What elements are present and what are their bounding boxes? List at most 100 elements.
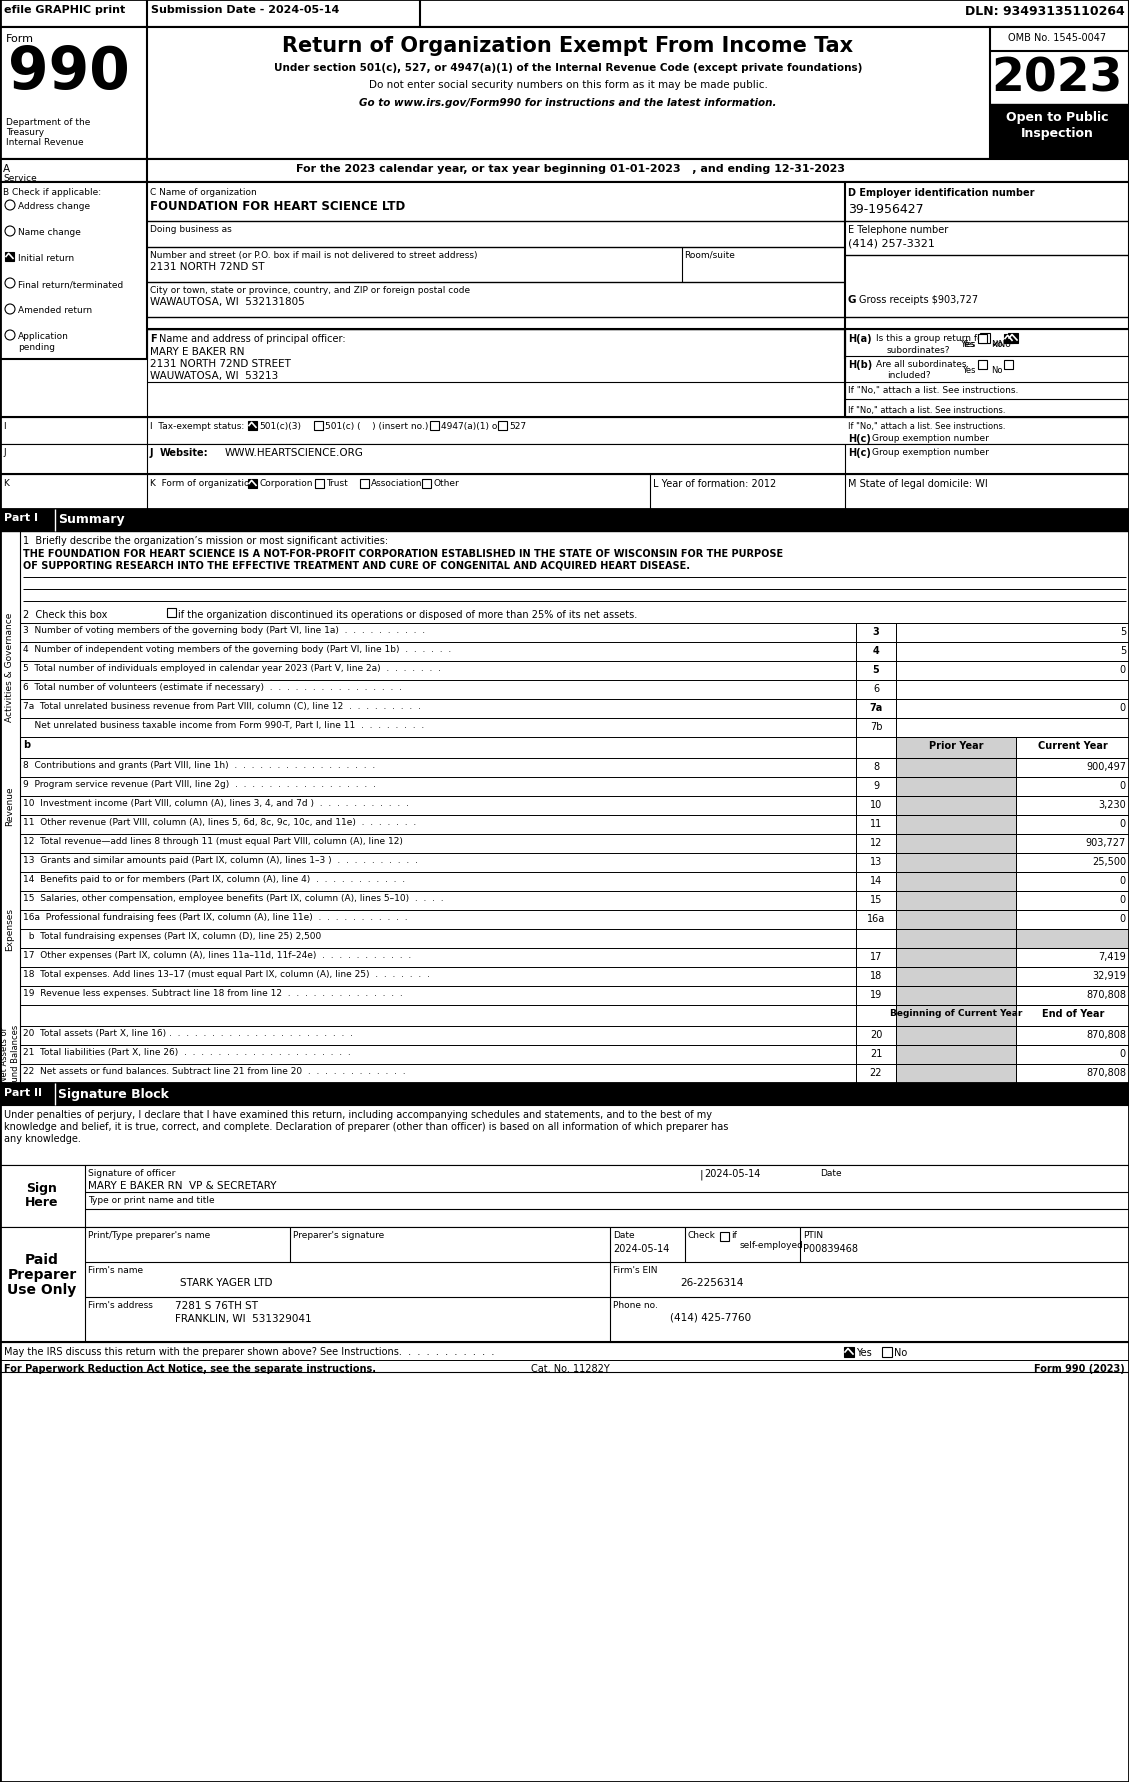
Bar — [1016, 777, 1129, 797]
Text: Corporation: Corporation — [259, 479, 313, 488]
Bar — [856, 738, 896, 759]
Text: 10  Investment income (Part VIII, column (A), lines 3, 4, and 7d )  .  .  .  .  : 10 Investment income (Part VIII, column … — [23, 798, 409, 807]
Text: 13  Grants and similar amounts paid (Part IX, column (A), lines 1–3 )  .  .  .  : 13 Grants and similar amounts paid (Part… — [23, 855, 418, 864]
Text: efile GRAPHIC print: efile GRAPHIC print — [5, 5, 125, 14]
Text: THE FOUNDATION FOR HEART SCIENCE IS A NOT-FOR-PROFIT CORPORATION ESTABLISHED IN : THE FOUNDATION FOR HEART SCIENCE IS A NO… — [23, 549, 784, 560]
Text: 20: 20 — [869, 1030, 882, 1039]
Text: 18  Total expenses. Add lines 13–17 (must equal Part IX, column (A), line 25)  .: 18 Total expenses. Add lines 13–17 (must… — [23, 969, 430, 978]
Text: H(b): H(b) — [848, 360, 873, 371]
Text: 0: 0 — [1120, 875, 1126, 886]
Bar — [1016, 854, 1129, 873]
Text: 22  Net assets or fund balances. Subtract line 21 from line 20  .  .  .  .  .  .: 22 Net assets or fund balances. Subtract… — [23, 1066, 405, 1075]
Bar — [0, 446, 1129, 474]
Text: E Telephone number: E Telephone number — [848, 225, 948, 235]
Text: 22: 22 — [869, 1067, 882, 1078]
Bar — [1016, 1026, 1129, 1046]
Bar — [896, 873, 1016, 891]
Text: Final return/terminated: Final return/terminated — [18, 280, 123, 289]
Bar — [856, 700, 896, 718]
Text: 14  Benefits paid to or for members (Part IX, column (A), line 4)  .  .  .  .  .: 14 Benefits paid to or for members (Part… — [23, 875, 405, 884]
Bar — [844, 330, 1129, 417]
Bar — [896, 681, 1129, 700]
Text: 0: 0 — [1120, 1048, 1126, 1059]
Text: 900,497: 900,497 — [1086, 761, 1126, 772]
Text: P00839468: P00839468 — [803, 1244, 858, 1253]
Text: 8  Contributions and grants (Part VIII, line 1h)  .  .  .  .  .  .  .  .  .  .  : 8 Contributions and grants (Part VIII, l… — [23, 761, 375, 770]
Text: End of Year: End of Year — [1042, 1009, 1104, 1019]
Bar — [896, 948, 1016, 968]
Text: OF SUPPORTING RESEARCH INTO THE EFFECTIVE TREATMENT AND CURE OF CONGENITAL AND A: OF SUPPORTING RESEARCH INTO THE EFFECTIV… — [23, 561, 690, 570]
Text: May the IRS discuss this return with the preparer shown above? See Instructions.: May the IRS discuss this return with the… — [5, 1345, 495, 1356]
Text: Inspection: Inspection — [1021, 127, 1094, 141]
Text: Group exemption number: Group exemption number — [872, 447, 989, 456]
Bar — [1004, 360, 1013, 371]
Text: Association: Association — [371, 479, 422, 488]
Text: 7,419: 7,419 — [1099, 952, 1126, 962]
Text: pending: pending — [18, 342, 55, 351]
Bar — [896, 854, 1016, 873]
Bar — [1016, 1005, 1129, 1026]
Text: H(c): H(c) — [848, 447, 870, 458]
Text: Do not enter social security numbers on this form as it may be made public.: Do not enter social security numbers on … — [368, 80, 768, 89]
Text: 5: 5 — [873, 665, 879, 675]
Text: 17  Other expenses (Part IX, column (A), lines 11a–11d, 11f–24e)  .  .  .  .  . : 17 Other expenses (Part IX, column (A), … — [23, 950, 411, 959]
Bar — [1016, 816, 1129, 834]
Bar — [896, 816, 1016, 834]
Text: b  Total fundraising expenses (Part IX, column (D), line 25) 2,500: b Total fundraising expenses (Part IX, c… — [23, 932, 322, 941]
Text: 14: 14 — [869, 875, 882, 886]
Text: No: No — [991, 340, 1003, 349]
Bar — [980, 333, 990, 344]
Bar — [882, 1347, 892, 1358]
Text: 5  Total number of individuals employed in calendar year 2023 (Part V, line 2a) : 5 Total number of individuals employed i… — [23, 663, 441, 672]
Text: 3  Number of voting members of the governing body (Part VI, line 1a)  .  .  .  .: 3 Number of voting members of the govern… — [23, 625, 426, 634]
Text: Number and street (or P.O. box if mail is not delivered to street address): Number and street (or P.O. box if mail i… — [150, 251, 478, 260]
Text: Submission Date - 2024-05-14: Submission Date - 2024-05-14 — [151, 5, 340, 14]
Bar — [978, 360, 987, 371]
Text: Open to Public: Open to Public — [1006, 110, 1109, 125]
Text: 2024-05-14: 2024-05-14 — [613, 1244, 669, 1253]
Text: M State of legal domicile: WI: M State of legal domicile: WI — [848, 479, 988, 488]
Text: 870,808: 870,808 — [1086, 989, 1126, 1000]
Text: MARY E BAKER RN: MARY E BAKER RN — [150, 347, 245, 356]
Bar — [896, 738, 1016, 759]
Bar — [856, 987, 896, 1005]
Text: J: J — [150, 447, 160, 458]
Bar — [856, 777, 896, 797]
Text: knowledge and belief, it is true, correct, and complete. Declaration of preparer: knowledge and belief, it is true, correc… — [5, 1121, 728, 1132]
Text: PTIN: PTIN — [803, 1230, 823, 1238]
Text: 21  Total liabilities (Part X, line 26)  .  .  .  .  .  .  .  .  .  .  .  .  .  : 21 Total liabilities (Part X, line 26) .… — [23, 1048, 351, 1057]
Text: Address change: Address change — [18, 201, 90, 210]
Text: 7281 S 76TH ST: 7281 S 76TH ST — [175, 1301, 259, 1310]
Text: No: No — [894, 1347, 908, 1358]
Text: If "No," attach a list. See instructions.: If "No," attach a list. See instructions… — [848, 406, 1006, 415]
Text: 0: 0 — [1120, 818, 1126, 829]
Bar — [896, 987, 1016, 1005]
Text: Date: Date — [613, 1230, 634, 1238]
Text: 0: 0 — [1120, 702, 1126, 713]
Bar — [248, 422, 257, 431]
Text: 870,808: 870,808 — [1086, 1067, 1126, 1078]
Text: Net unrelated business taxable income from Form 990-T, Part I, line 11  .  .  . : Net unrelated business taxable income fr… — [23, 720, 425, 729]
Text: Under section 501(c), 527, or 4947(a)(1) of the Internal Revenue Code (except pr: Under section 501(c), 527, or 4947(a)(1)… — [274, 62, 863, 73]
Bar — [498, 422, 507, 431]
Bar — [1016, 1046, 1129, 1064]
Text: Doing business as: Doing business as — [150, 225, 231, 233]
Bar — [1016, 738, 1129, 759]
Text: Firm's name: Firm's name — [88, 1265, 143, 1274]
Bar — [896, 661, 1129, 681]
Text: 17: 17 — [869, 952, 882, 962]
Text: Room/suite: Room/suite — [684, 251, 735, 260]
Bar — [0, 474, 1129, 510]
Text: 16a: 16a — [867, 914, 885, 923]
Bar — [896, 797, 1016, 816]
Text: Are all subordinates: Are all subordinates — [876, 360, 966, 369]
Text: Expenses: Expenses — [6, 909, 15, 952]
Bar — [990, 105, 1129, 160]
Bar — [896, 1064, 1016, 1083]
Text: Is this a group return for: Is this a group return for — [876, 333, 987, 342]
Bar — [896, 834, 1016, 854]
Text: City or town, state or province, country, and ZIP or foreign postal code: City or town, state or province, country… — [150, 285, 470, 294]
Text: K  Form of organization:: K Form of organization: — [150, 479, 259, 488]
Bar — [0, 417, 1129, 446]
Bar — [1016, 891, 1129, 911]
